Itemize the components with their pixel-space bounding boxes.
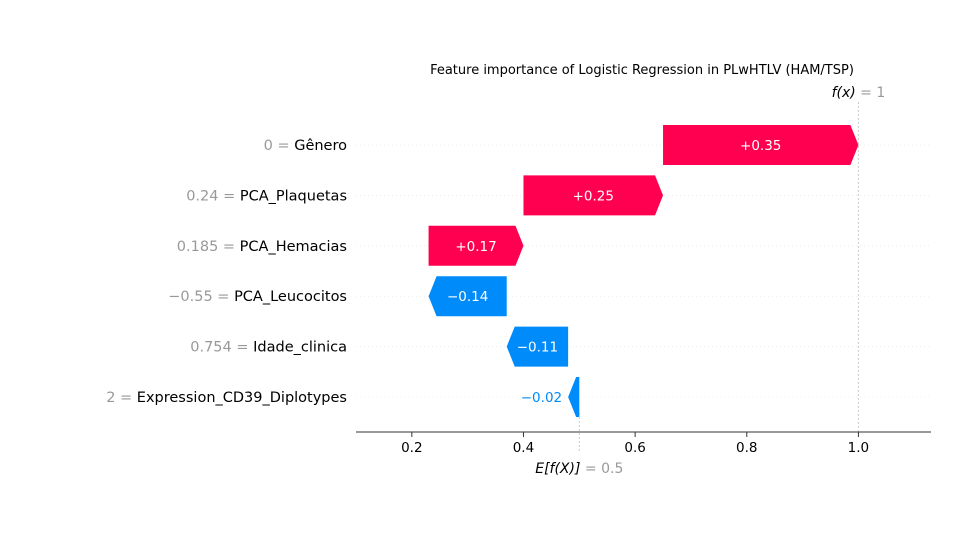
output-label: f(x) bbox=[832, 85, 861, 101]
feature-name: Gênero bbox=[294, 138, 347, 154]
feature-value: 0.24 = bbox=[186, 188, 240, 204]
bar-value-label: +0.25 bbox=[573, 188, 614, 204]
x-tick-label: 1.0 bbox=[848, 440, 869, 456]
bar-expression-cd39-diplotypes bbox=[568, 377, 580, 417]
feature-value: 0.754 = bbox=[190, 340, 253, 356]
grid-layer bbox=[356, 102, 931, 452]
feature-label: −0.55 = PCA_Leucocitos bbox=[168, 289, 347, 305]
bar-value-label: +0.17 bbox=[455, 239, 496, 255]
x-axis: 0.2 0.4 0.6 0.8 1.0 bbox=[356, 431, 931, 456]
labels-layer: +0.35 0 = Gênero +0.25 0.24 = PCA_Plaquetas… bbox=[106, 138, 781, 406]
x-tick-label: 0.2 bbox=[401, 440, 422, 456]
bar-value-label: −0.11 bbox=[517, 340, 558, 356]
output-value-text: = 1 bbox=[860, 85, 885, 101]
bar-idade-clinica bbox=[506, 326, 569, 367]
x-tick-label: 0.6 bbox=[624, 440, 645, 456]
annotations-layer: f(x) = 1 E[f(X)] = 0.5 bbox=[535, 85, 885, 477]
feature-label: 0.754 = Idade_clinica bbox=[190, 340, 347, 356]
bar-value-label: +0.35 bbox=[740, 138, 781, 154]
feature-label: 0.24 = PCA_Plaquetas bbox=[186, 188, 347, 204]
base-value-annotation: E[f(X)] = 0.5 bbox=[535, 461, 623, 477]
feature-label: 0 = Gênero bbox=[264, 138, 348, 154]
bar-pca-plaquetas bbox=[523, 175, 664, 216]
feature-name: Expression_CD39_Diplotypes bbox=[137, 390, 347, 406]
bar-g-nero bbox=[663, 125, 859, 165]
base-label: E[f(X)] bbox=[535, 461, 585, 477]
feature-label: 2 = Expression_CD39_Diplotypes bbox=[106, 390, 347, 406]
bar-pca-leucocitos bbox=[428, 276, 507, 317]
feature-name: PCA_Leucocitos bbox=[234, 289, 347, 305]
bar-value-label: −0.14 bbox=[447, 289, 488, 305]
feature-label: 0.185 = PCA_Hemacias bbox=[177, 239, 347, 255]
feature-value: −0.55 = bbox=[168, 289, 234, 305]
feature-value: 0 = bbox=[264, 138, 295, 154]
chart-title: Feature importance of Logistic Regressio… bbox=[430, 63, 854, 78]
feature-value: 2 = bbox=[106, 390, 137, 406]
feature-value: 0.185 = bbox=[177, 239, 240, 255]
feature-name: PCA_Hemacias bbox=[240, 239, 347, 255]
bar-value-label: −0.02 bbox=[521, 390, 562, 406]
feature-name: PCA_Plaquetas bbox=[240, 188, 347, 204]
x-tick-label: 0.8 bbox=[736, 440, 757, 456]
x-tick-label: 0.4 bbox=[513, 440, 534, 456]
feature-name: Idade_clinica bbox=[253, 340, 347, 356]
bars-layer bbox=[428, 125, 859, 417]
output-value-annotation: f(x) = 1 bbox=[832, 85, 886, 101]
base-value-text: = 0.5 bbox=[585, 461, 623, 477]
bar-pca-hemacias bbox=[428, 225, 524, 266]
